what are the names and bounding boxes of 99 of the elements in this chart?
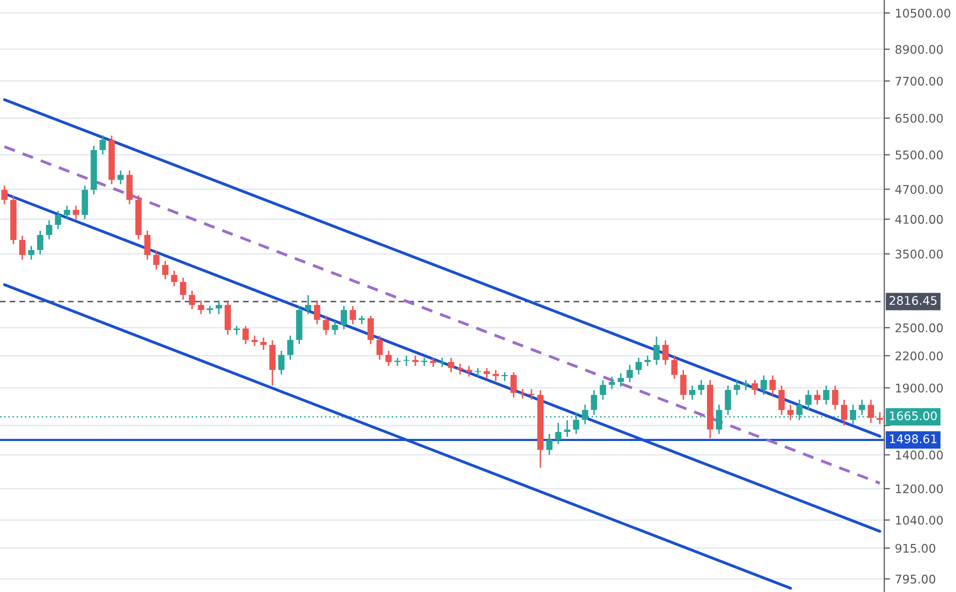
y-tick-label: 4700.00 [895,184,943,194]
ref-line-label: 1498.61 [890,434,936,444]
candlestick [64,205,70,220]
candlestick [716,404,722,435]
ref-line-label: 2816.45 [890,296,937,305]
candlestick [350,305,356,325]
candlestick [770,374,776,396]
candlestick [760,374,767,396]
candlestick [618,372,624,388]
y-tick-label: 10500.00 [896,8,950,18]
candlestick [876,412,883,425]
candlestick [466,365,472,378]
candlestick [752,379,758,396]
candlestick [742,379,749,391]
candlestick [153,250,160,270]
candlestick [332,320,338,336]
candlestick [430,357,436,368]
y-tick-label: 2200.00 [896,351,943,360]
candlestick [117,170,124,185]
candlestick [37,230,44,256]
candlestick [850,404,856,425]
candlestick [671,355,678,380]
candlestick [100,134,106,156]
candlestick [180,277,186,300]
candlestick [216,300,222,315]
y-tick-label: 1200.00 [896,484,943,494]
candlestick [439,357,446,368]
candlestick [868,399,874,424]
y-tick-label: 2500.00 [896,323,943,332]
y-tick-label: 915.00 [895,544,936,553]
candlestick [287,335,294,360]
candlestick [787,404,794,421]
candlestick [519,388,526,400]
candlestick [502,372,508,382]
candlestick [546,433,552,456]
candlestick [662,340,669,366]
candlestick [162,260,168,280]
candlestick [832,384,838,410]
candlestick [340,305,348,330]
candlestick [144,230,151,260]
candlestick [456,363,464,376]
candlestick [492,369,499,382]
candlestick [188,290,196,310]
y-tick-label: 5500.00 [896,150,943,160]
y-tick-label: 1900.00 [896,384,943,393]
candlestick [805,389,812,410]
candlestick [778,384,785,416]
candlestick [403,355,410,367]
candlestick [19,235,26,260]
candlestick [724,384,732,416]
candlestick [198,300,204,315]
y-tick-label: 795.00 [896,574,936,584]
candlestick [251,335,258,347]
candlestick [600,379,606,400]
candlestick [72,205,80,220]
candlestick [54,210,62,230]
y-tick-label: 1040.00 [896,516,943,525]
candlestick [278,350,284,376]
candlestick [234,325,240,336]
y-tick-label: 1400.00 [896,450,943,460]
candlestick [28,245,34,260]
candlestick [510,372,517,398]
candlestick [171,270,178,287]
candlestick [260,336,267,351]
candlestick [590,389,598,416]
candlestick [644,355,651,367]
candlestick [314,300,320,325]
candlestick [608,376,615,390]
candlestick [814,389,820,406]
candlestick [322,315,330,336]
candlestick [734,379,740,396]
candlestick [474,367,482,378]
candlestick [376,335,383,360]
y-tick-label: 8900.00 [896,44,943,54]
candlestick [555,422,562,445]
candlestick [242,325,249,345]
candlestick [385,350,392,367]
y-tick-label: 6500.00 [896,114,943,123]
candlestick [840,399,848,426]
candlestick [689,384,696,400]
candlestick [858,399,866,416]
y-tick-label: 3500.00 [896,250,943,259]
candlestick [46,220,52,240]
candlestick [680,369,686,400]
candlestick [823,384,830,406]
candlestick [368,315,374,345]
candlestick [305,294,312,315]
candlestick [484,367,490,380]
candlestick [448,357,454,373]
candlestick [636,357,642,376]
candlestick [626,364,633,383]
y-tick-label: 7700.00 [896,76,943,86]
candlestick [698,379,704,396]
candlestick [564,419,570,438]
candlestick [412,355,418,367]
candlestick [653,336,660,366]
ref-line-label: 1665.00 [890,411,937,420]
y-tick-label: 4100.00 [895,214,943,224]
candlestick [1,184,8,205]
